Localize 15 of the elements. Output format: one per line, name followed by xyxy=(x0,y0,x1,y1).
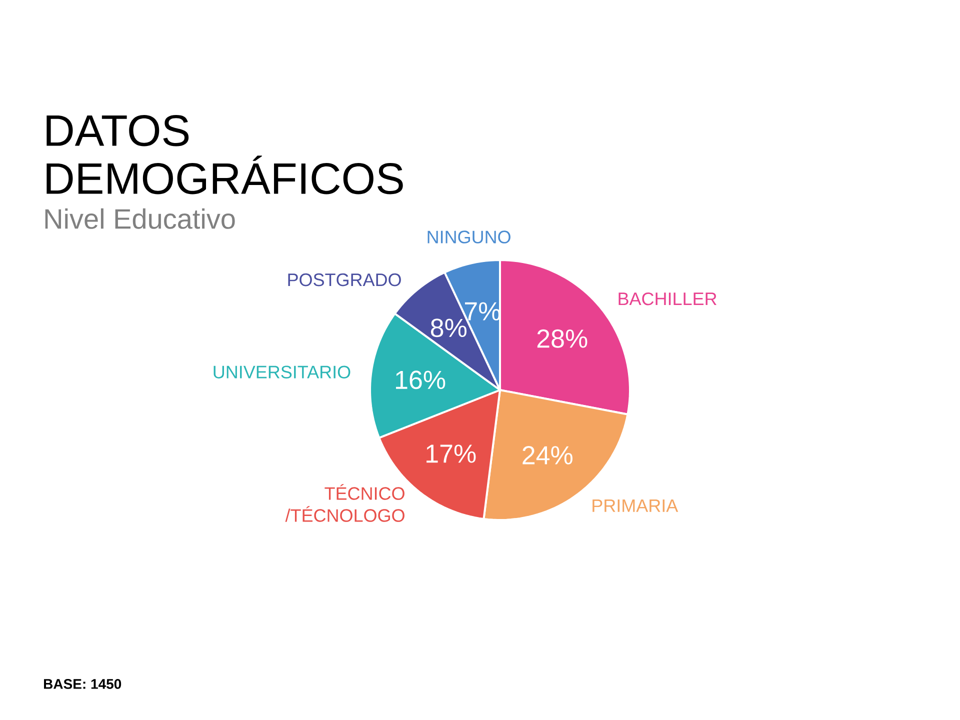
data-label: 16% xyxy=(396,370,446,390)
slice-label: PRIMARIA xyxy=(592,499,678,512)
data-label: 17% xyxy=(426,444,476,463)
data-label: 28% xyxy=(537,329,588,348)
slice-label: TÉCNICO /TÉCNOLOGO xyxy=(285,484,404,522)
chart-title: DATOS DEMOGRÁFICOS xyxy=(46,115,403,194)
slice-label: NINGUNO xyxy=(428,230,510,244)
data-label: 7% xyxy=(464,302,500,320)
text: BASE: 1450 xyxy=(44,679,122,689)
slice-label: UNIVERSITARIO xyxy=(214,366,350,378)
data-label: 8% xyxy=(430,318,466,338)
chart-subtitle: Nivel Educativo xyxy=(45,208,235,229)
slice-label: BACHILLER xyxy=(618,292,716,306)
slice-label: POSTGRADO xyxy=(288,273,401,286)
data-label: 24% xyxy=(522,446,572,464)
